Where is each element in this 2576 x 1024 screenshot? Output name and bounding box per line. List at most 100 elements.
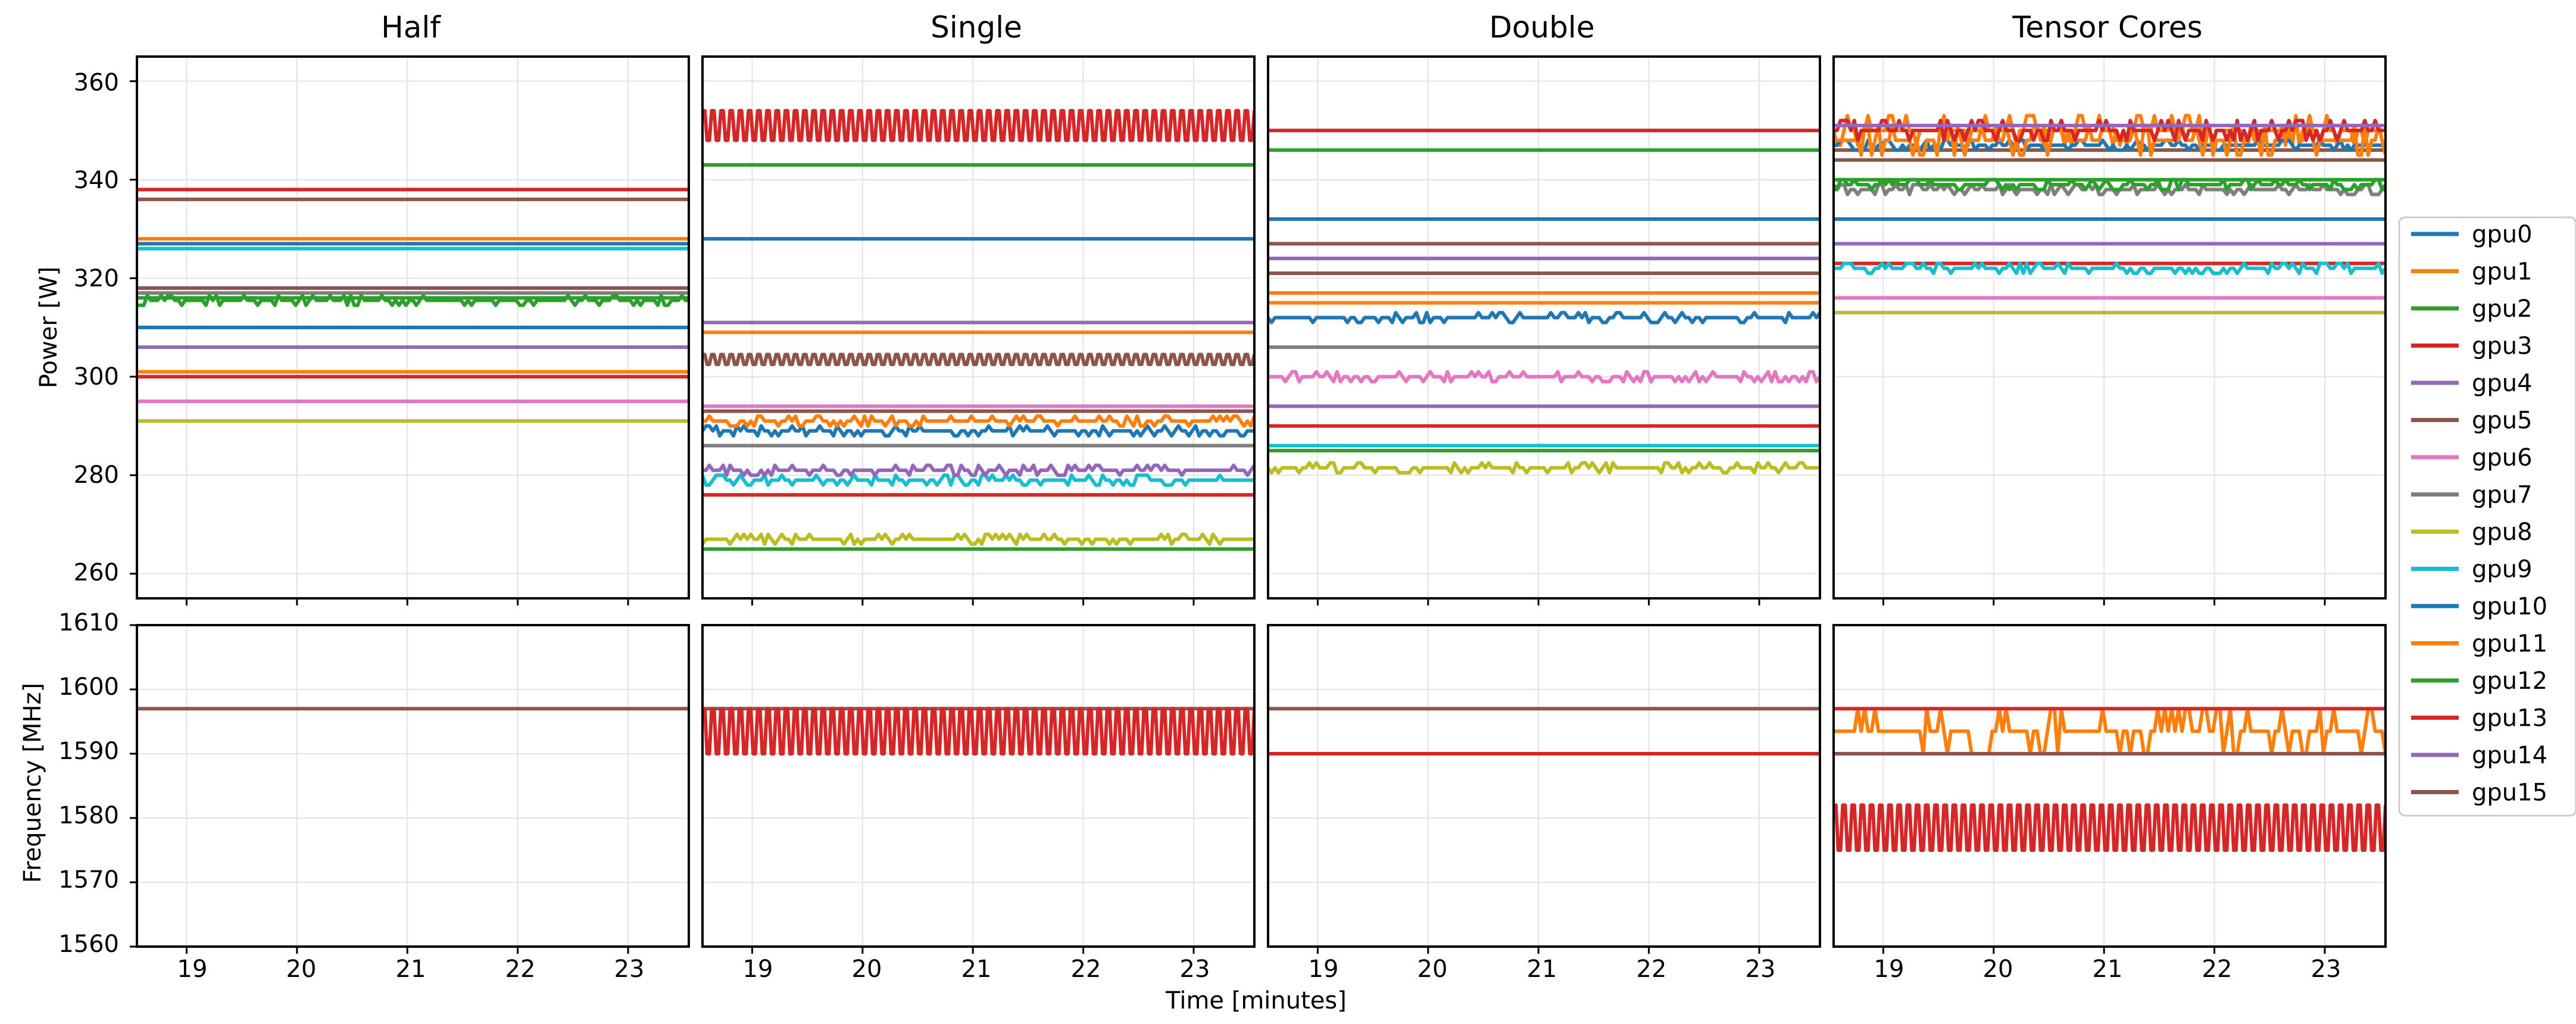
legend-item-gpu5: gpu5 xyxy=(2411,407,2533,435)
panel-title-double: Double xyxy=(1489,10,1594,45)
x-tick-label: 19 xyxy=(1874,956,1904,983)
plot-panels xyxy=(130,55,2387,954)
power-series-group xyxy=(702,109,1254,551)
x-tick-label: 21 xyxy=(961,956,992,983)
power-series-group xyxy=(1268,129,1820,474)
x-tick-label: 20 xyxy=(1417,956,1448,983)
x-tick-label: 23 xyxy=(614,956,645,983)
x-ticks-double: 19 20 21 22 23 xyxy=(1309,956,1776,983)
legend-label: gpu1 xyxy=(2472,258,2533,286)
x-tick-label: 23 xyxy=(1746,956,1776,983)
x-tick-label: 20 xyxy=(1983,956,2013,983)
power-tick-label: 360 xyxy=(74,69,119,96)
power-series-group xyxy=(1834,114,2385,315)
legend-item-gpu7: gpu7 xyxy=(2411,482,2533,509)
frequency-tick-label: 1570 xyxy=(58,866,119,894)
gpu3-power-line xyxy=(702,109,1254,142)
legend-label: gpu15 xyxy=(2472,779,2547,807)
x-tick-label: 21 xyxy=(1527,956,1557,983)
x-tick-label: 19 xyxy=(1309,956,1339,983)
frequency-tick-label: 1600 xyxy=(58,673,119,701)
legend-item-gpu3: gpu3 xyxy=(2411,333,2533,360)
frequency-panel-half xyxy=(130,624,690,954)
gpu11-power-line xyxy=(702,414,1254,428)
gpu10-power-line xyxy=(1268,311,1820,324)
panel-title-single: Single xyxy=(931,10,1022,45)
legend-item-gpu2: gpu2 xyxy=(2411,295,2533,323)
gpu14-power-line xyxy=(702,463,1254,477)
legend-item-gpu0: gpu0 xyxy=(2411,221,2533,248)
legend-label: gpu2 xyxy=(2472,295,2533,323)
legend-item-gpu15: gpu15 xyxy=(2411,779,2547,807)
gpu8-power-line xyxy=(1268,461,1820,474)
legend-item-gpu10: gpu10 xyxy=(2411,593,2547,620)
gpu13-frequency-line xyxy=(1834,803,2385,852)
x-ticks-half: 19 20 21 22 23 xyxy=(177,956,645,983)
gpu13-frequency-line xyxy=(702,707,1254,755)
legend-label: gpu5 xyxy=(2472,407,2533,435)
frequency-tick-label: 1590 xyxy=(58,738,119,765)
axes-frame xyxy=(701,624,1256,948)
x-tick-label: 22 xyxy=(1637,956,1667,983)
legend-item-gpu11: gpu11 xyxy=(2411,630,2547,658)
panel-title-tensor-cores: Tensor Cores xyxy=(2012,10,2202,45)
power-panel-half xyxy=(130,55,690,605)
x-tick-label: 23 xyxy=(2311,956,2341,983)
legend-label: gpu3 xyxy=(2472,333,2533,360)
legend-label: gpu7 xyxy=(2472,482,2533,509)
axes-frame xyxy=(136,55,690,600)
x-tick-label: 20 xyxy=(852,956,882,983)
power-tick-label: 340 xyxy=(74,167,119,194)
legend-item-gpu1: gpu1 xyxy=(2411,258,2533,286)
x-ticks-single: 19 20 21 22 23 xyxy=(743,956,1210,983)
legend-item-gpu6: gpu6 xyxy=(2411,444,2533,472)
gpu8-power-line xyxy=(702,532,1254,546)
gpu10-power-line xyxy=(702,424,1254,438)
x-tick-label: 22 xyxy=(2202,956,2232,983)
frequency-panel-double xyxy=(1267,624,1821,954)
frequency-axis-label: Frequency [MHz] xyxy=(19,683,46,883)
x-tick-label: 20 xyxy=(286,956,317,983)
legend: gpu0 gpu1 gpu2 gpu3 gpu4 gpu5 gpu6 gpu7 gpu8 gpu9… xyxy=(2398,216,2576,817)
legend-label: gpu4 xyxy=(2472,370,2533,397)
frequency-panel-single xyxy=(701,624,1256,954)
gpu9-power-line xyxy=(1834,261,2385,275)
legend-item-gpu4: gpu4 xyxy=(2411,370,2533,397)
frequency-tick-label: 1560 xyxy=(58,931,119,958)
x-tick-label: 22 xyxy=(505,956,536,983)
axes-frame xyxy=(136,624,690,948)
legend-label: gpu9 xyxy=(2472,556,2533,583)
power-tick-label: 260 xyxy=(74,559,119,586)
gpu5-power-line xyxy=(702,352,1254,366)
gpu6-power-line xyxy=(1268,370,1820,383)
legend-label: gpu0 xyxy=(2472,221,2533,248)
frequency-series-group xyxy=(1268,707,1820,755)
power-tick-label: 320 xyxy=(74,265,119,292)
x-tick-label: 21 xyxy=(2093,956,2123,983)
legend-item-gpu14: gpu14 xyxy=(2411,742,2547,769)
frequency-series-group xyxy=(1834,707,2385,852)
frequency-panel-tensor-cores xyxy=(1832,624,2387,954)
legend-label: gpu6 xyxy=(2472,444,2533,472)
power-tick-label: 300 xyxy=(74,363,119,391)
frequency-tick-label: 1610 xyxy=(58,609,119,636)
power-panel-tensor-cores xyxy=(1832,55,2387,605)
axes-frame xyxy=(1267,624,1821,948)
x-tick-label: 21 xyxy=(396,956,426,983)
legend-item-gpu13: gpu13 xyxy=(2411,705,2547,732)
x-tick-label: 19 xyxy=(743,956,773,983)
x-tick-label: 22 xyxy=(1071,956,1101,983)
gpu12-power-line xyxy=(137,294,689,307)
x-tick-label: 23 xyxy=(1180,956,1210,983)
x-ticks-tensor-cores: 19 20 21 22 23 xyxy=(1874,956,2341,983)
gpu11-frequency-line xyxy=(1834,707,2385,755)
frequency-tick-label: 1580 xyxy=(58,802,119,829)
power-y-ticks: 260 280 300 320 340 360 xyxy=(74,69,119,586)
legend-label: gpu12 xyxy=(2472,667,2547,695)
legend-label: gpu10 xyxy=(2472,593,2547,620)
gpu9-power-line xyxy=(702,473,1254,487)
power-series-group xyxy=(137,188,689,423)
legend-label: gpu11 xyxy=(2472,630,2547,658)
legend-box xyxy=(2398,216,2576,817)
